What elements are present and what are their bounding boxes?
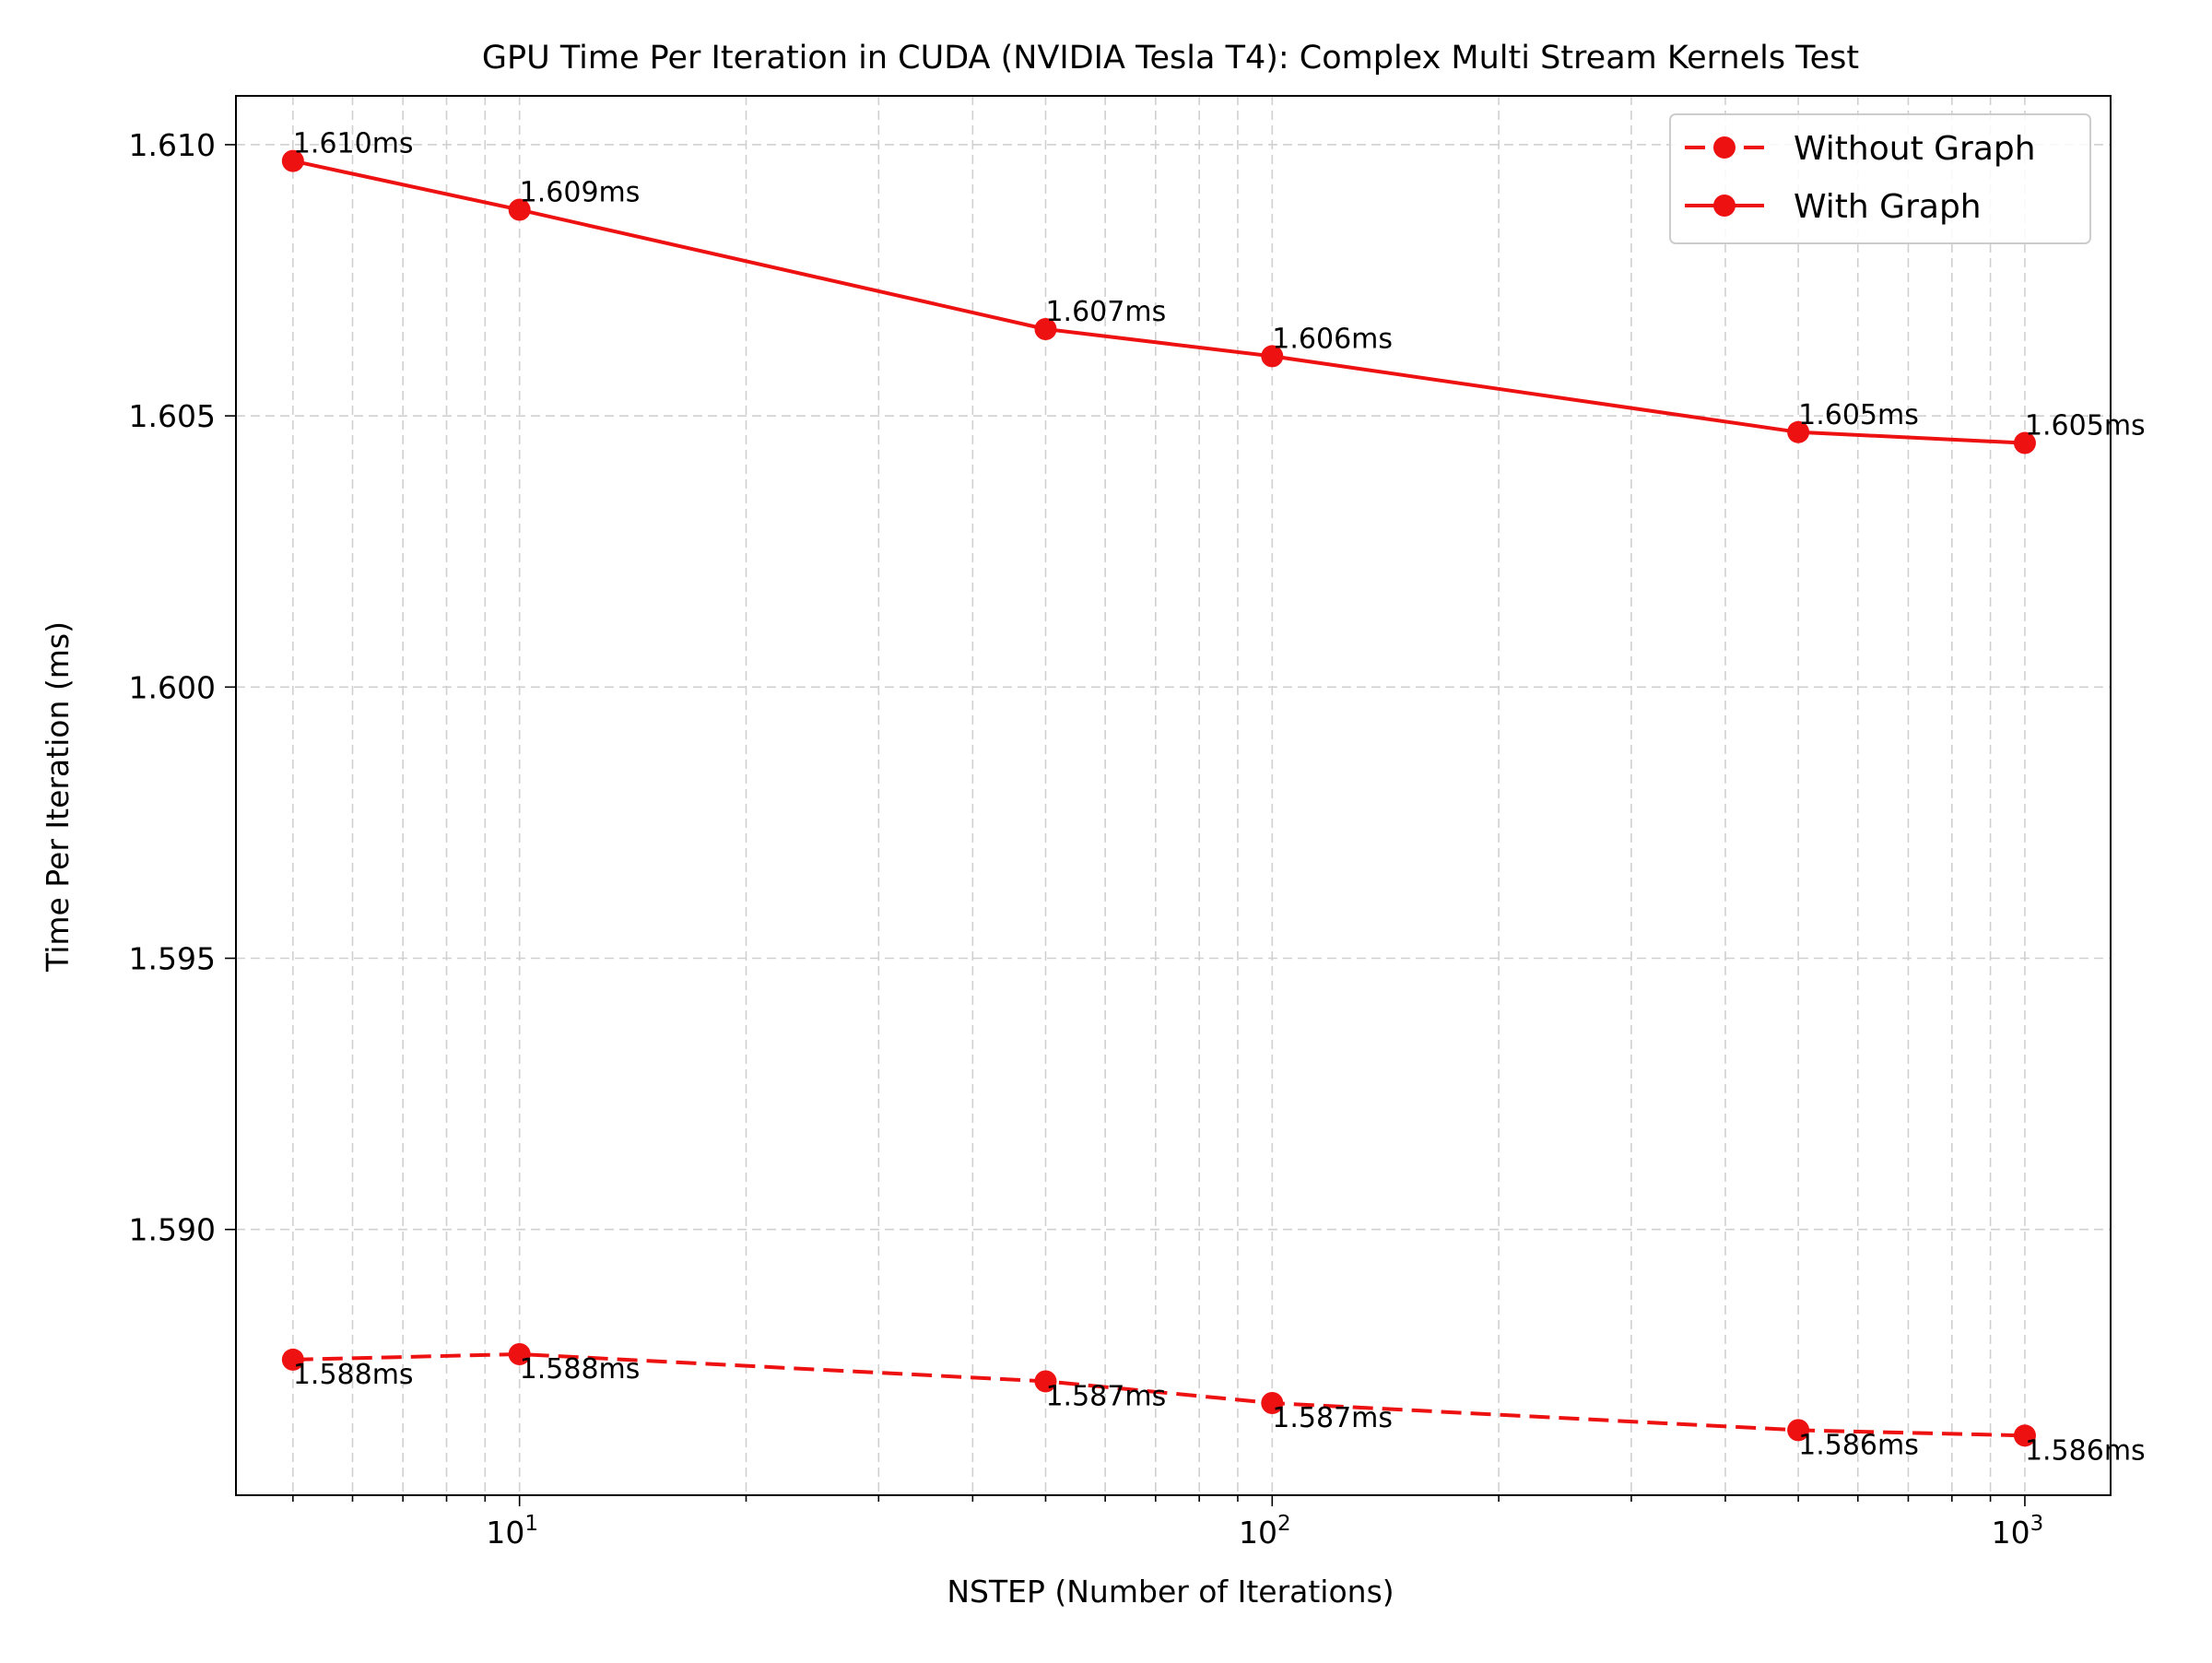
legend-swatch-marker [1713,195,1735,217]
data-point [281,1348,304,1371]
data-point [508,198,531,221]
x-tick-label: 102 [1239,1512,1291,1551]
data-label: 1.605ms [2025,410,2146,442]
y-tick-label: 1.590 [129,1212,216,1248]
data-point [1034,1370,1057,1393]
data-label: 1.588ms [520,1353,641,1386]
x-tick-label-base: 10 [1992,1515,2030,1551]
plot-area [235,95,2112,1496]
x-tick-label: 103 [1992,1512,2044,1551]
x-axis-title: NSTEP (Number of Iterations) [947,1574,1394,1610]
data-label: 1.605ms [1798,399,1919,431]
data-point [1034,318,1057,340]
data-point [1787,420,1810,443]
y-tick-label: 1.605 [129,398,216,434]
legend-label: Without Graph [1794,130,2036,168]
legend-box [1669,113,2091,244]
data-label: 1.609ms [520,177,641,209]
y-axis-title: Time Per Iteration (ms) [40,621,76,973]
data-label: 1.586ms [1798,1429,1919,1461]
x-tick-label-base: 10 [486,1515,524,1551]
y-tick-label: 1.595 [129,941,216,977]
x-tick-label-base: 10 [1239,1515,1277,1551]
x-tick-label-exponent: 1 [524,1512,538,1536]
data-point [1261,345,1284,368]
data-point [1261,1391,1284,1414]
x-tick-label-exponent: 2 [1277,1512,1291,1536]
y-tick-label: 1.610 [129,127,216,163]
data-label: 1.587ms [1272,1402,1393,1434]
data-label: 1.606ms [1272,323,1393,355]
data-label: 1.587ms [1045,1380,1166,1412]
series-group [281,149,2036,1447]
x-tick-label: 101 [486,1512,538,1551]
data-point [2013,431,2036,454]
data-labels: 1.588ms 1.588ms 1.587ms 1.587ms 1.586ms 1.586… [293,128,2146,1468]
data-point [281,149,304,172]
data-point [2013,1424,2036,1447]
data-label: 1.610ms [293,128,414,160]
data-label: 1.588ms [293,1359,414,1391]
y-tick-label: 1.600 [129,669,216,705]
data-label: 1.607ms [1045,296,1166,328]
data-label: 1.586ms [2025,1434,2146,1467]
chart-title: GPU Time Per Iteration in CUDA (NVIDIA T… [482,40,1859,77]
x-tick-label-exponent: 3 [2030,1512,2044,1536]
legend-swatch-marker [1713,136,1735,159]
series-line-without-graph [292,1352,2025,1438]
data-point [508,1343,531,1366]
series-line-with-graph [292,159,2025,445]
grid [236,96,2111,1495]
data-point [1787,1419,1810,1442]
legend: Without Graph With Graph [1669,113,2091,244]
legend-label: With Graph [1794,188,1982,226]
